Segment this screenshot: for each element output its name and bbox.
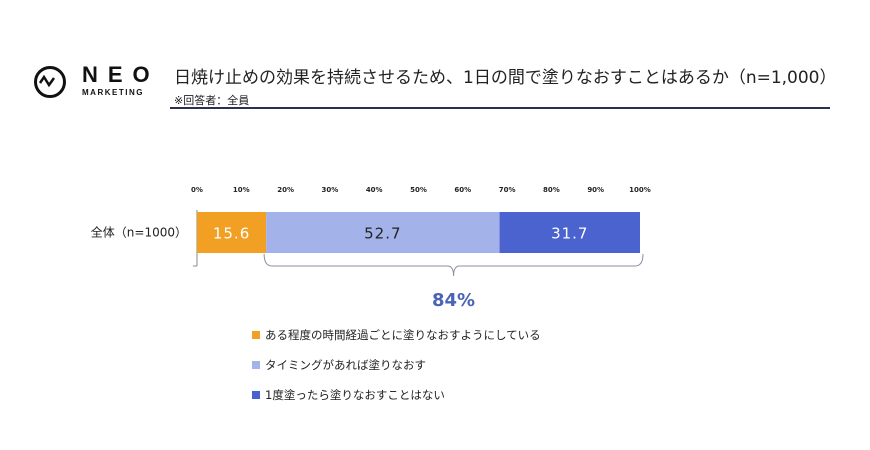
x-tick-label: 90% bbox=[587, 186, 604, 194]
annotation-label: 84% bbox=[432, 290, 475, 311]
x-tick-label: 80% bbox=[543, 186, 560, 194]
bar-segment bbox=[266, 212, 500, 253]
logo: NEO bbox=[82, 62, 160, 87]
divider bbox=[170, 107, 830, 109]
legend-item: 1度塗ったら塗りなおすことはない bbox=[252, 387, 445, 403]
legend-swatch bbox=[252, 361, 260, 369]
bar-segment bbox=[499, 212, 640, 253]
x-tick-label: 20% bbox=[277, 186, 294, 194]
data-label: 15.6 bbox=[213, 225, 250, 243]
legend-label: タイミングがあれば塗りなおす bbox=[265, 358, 426, 372]
data-label: 52.7 bbox=[364, 225, 401, 243]
page-subtitle: ※回答者：全員 bbox=[174, 94, 250, 107]
x-tick-label: 10% bbox=[233, 186, 250, 194]
legend-label: ある程度の時間経過ごとに塗りなおすようにしている bbox=[265, 328, 541, 342]
logo-icon bbox=[34, 66, 66, 98]
data-label: 31.7 bbox=[551, 225, 588, 243]
x-tick-label: 40% bbox=[366, 186, 383, 194]
legend-swatch bbox=[252, 391, 260, 399]
x-tick-label: 30% bbox=[322, 186, 339, 194]
x-tick-label: 100% bbox=[629, 186, 651, 194]
x-tick-label: 60% bbox=[454, 186, 471, 194]
x-tick-label: 0% bbox=[191, 186, 203, 194]
legend-label: 1度塗ったら塗りなおすことはない bbox=[265, 388, 445, 402]
legend-swatch bbox=[252, 331, 260, 339]
category-label: 全体（n=1000） bbox=[91, 225, 187, 240]
legend-item: ある程度の時間経過ごとに塗りなおすようにしている bbox=[252, 327, 541, 343]
x-tick-label: 70% bbox=[499, 186, 516, 194]
legend-item: タイミングがあれば塗りなおす bbox=[252, 357, 426, 373]
bar-segment bbox=[197, 212, 267, 253]
page-title: 日焼け止めの効果を持続させるため、1日の間で塗りなおすことはあるか（n=1,00… bbox=[174, 68, 837, 88]
logo-subtext: MARKETING bbox=[82, 88, 144, 97]
x-tick-label: 50% bbox=[410, 186, 427, 194]
bracket bbox=[263, 253, 644, 277]
